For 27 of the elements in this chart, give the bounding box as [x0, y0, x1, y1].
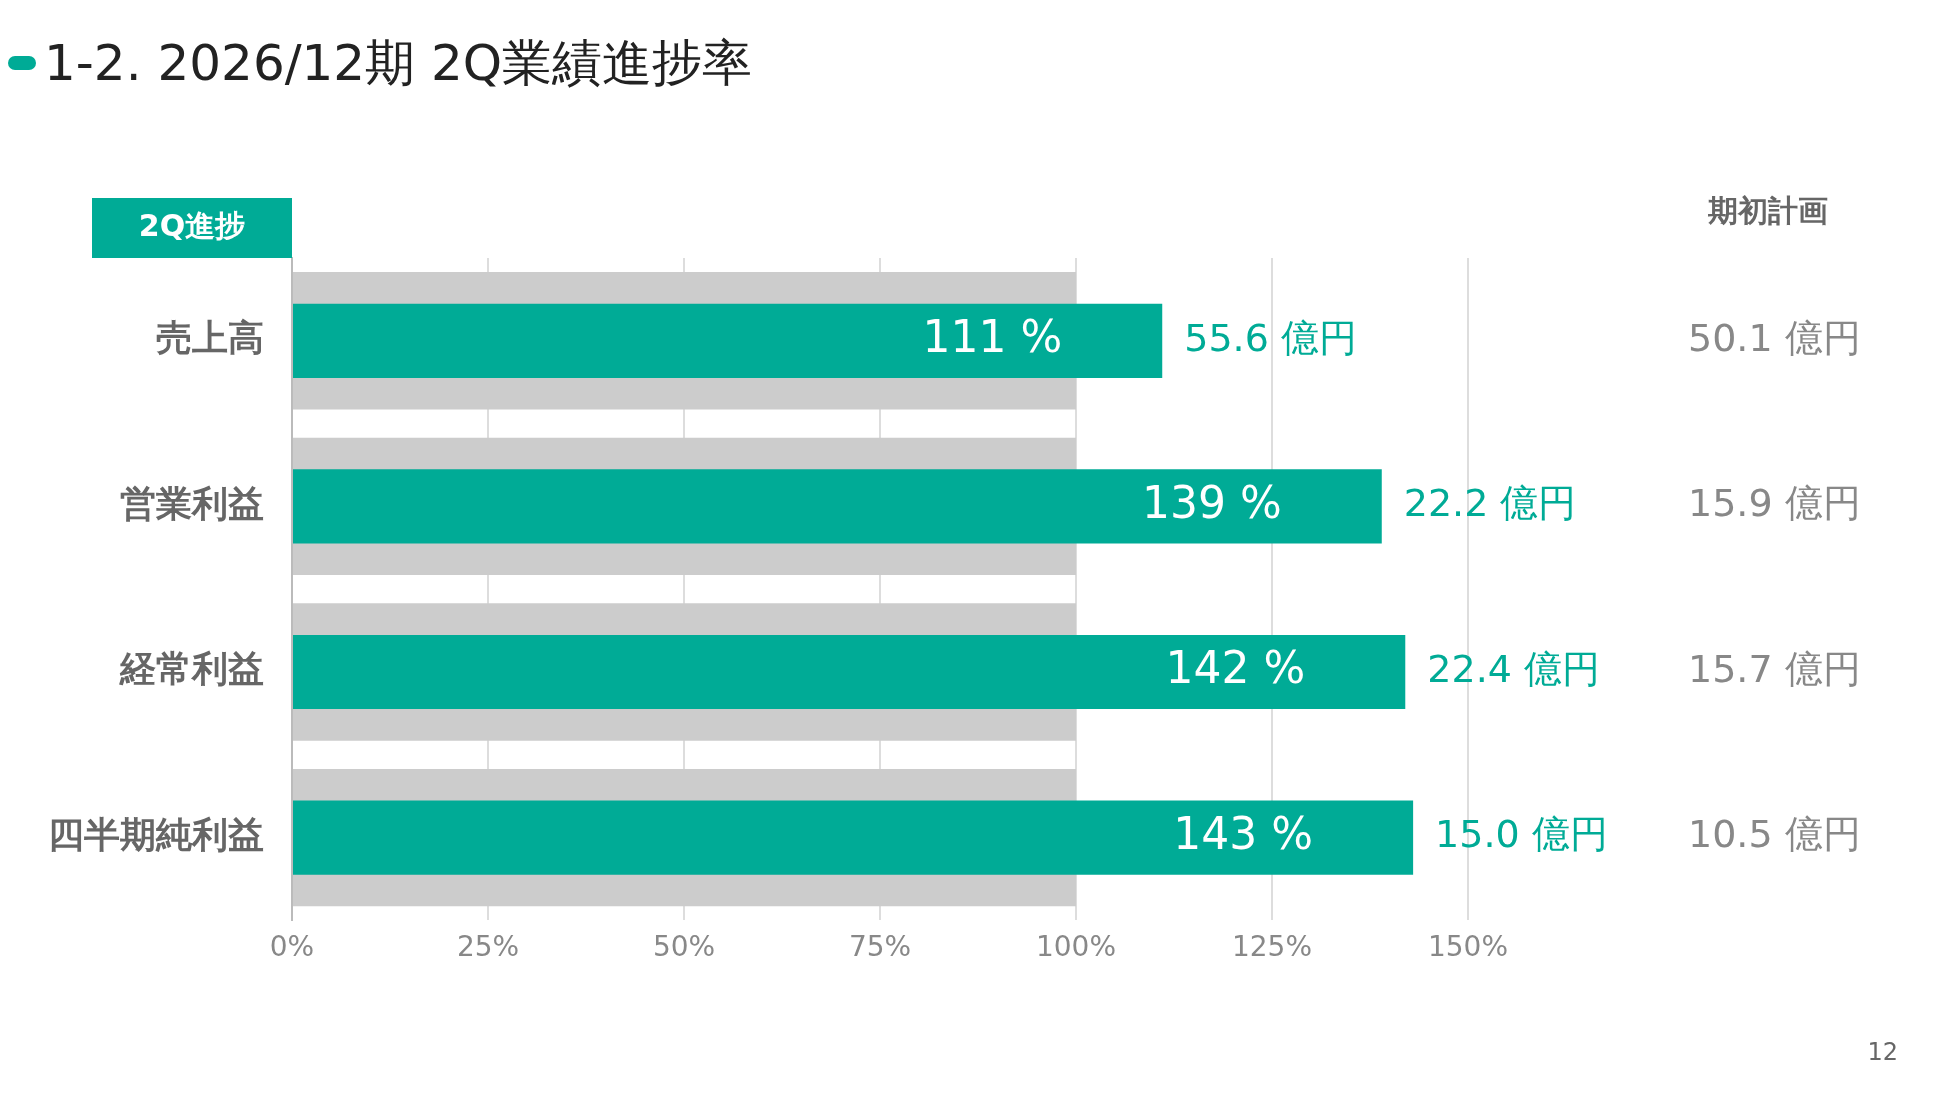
data-label: 143 %: [1173, 808, 1314, 860]
text: 15.7 億円: [1688, 646, 1861, 691]
data-label: 139 %: [1141, 476, 1282, 528]
x-tick-label: 125%: [1231, 930, 1313, 964]
data-label: 142 %: [1165, 642, 1306, 694]
text: 50.1 億円: [1688, 315, 1861, 360]
y-tick-label: 営業利益: [120, 482, 264, 524]
x-tick-label: 75%: [848, 930, 912, 964]
x-tick-label: 50%: [652, 930, 716, 964]
y-tick-label: 売上高: [156, 317, 264, 359]
x-tick-label: 0%: [269, 930, 315, 964]
text: 10.5 億円: [1688, 812, 1861, 857]
text: 15.9 億円: [1688, 481, 1861, 526]
annotation: 15.0 億円: [1435, 812, 1608, 857]
data-label: 111 %: [922, 311, 1063, 363]
y-tick-label: 経常利益: [119, 648, 264, 690]
text: 2Q進捗: [138, 207, 246, 243]
x-tick-label: 150%: [1427, 930, 1509, 964]
x-tick-label: 25%: [456, 930, 520, 964]
x-tick-label: 100%: [1035, 930, 1117, 964]
text: 12: [1866, 1038, 1899, 1066]
text: 期初計画: [1707, 192, 1828, 228]
chart-title: 1-2. 2026/12期 2Q業績進捗率: [44, 32, 753, 94]
annotation: 22.4 億円: [1427, 646, 1600, 691]
annotation: 22.2 億円: [1403, 481, 1577, 526]
annotation: 55.6 億円: [1184, 315, 1357, 360]
y-tick-label: 四半期純利益: [48, 813, 264, 855]
